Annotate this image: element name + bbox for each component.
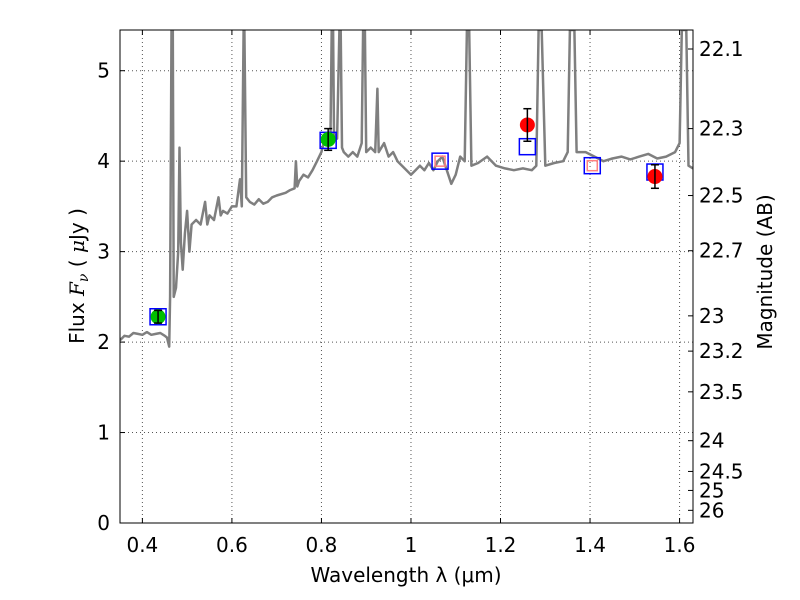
- x-tick-label: 1.4: [574, 533, 606, 557]
- y-tick-label: 4: [97, 149, 110, 173]
- y-label-mu: μ: [65, 240, 89, 253]
- y-tick-label: 1: [97, 421, 110, 445]
- x-tick-label: 0.4: [126, 533, 158, 557]
- y-label-open: (: [65, 253, 89, 274]
- tick-labels: 0.4 0.6 0.8 1 1.2 1.4 1.601234522.122.322.522.…: [97, 37, 743, 557]
- model-blue-marker: [149, 308, 167, 326]
- mag-tick-label: 24.5: [699, 459, 744, 483]
- spectrum-line: [120, 30, 693, 348]
- y-label-prefix: Flux: [65, 296, 89, 344]
- mag-tick-label: 23.2: [699, 339, 744, 363]
- x-tick-label: 1: [405, 533, 418, 557]
- y-label-sub: ν: [76, 273, 92, 282]
- mag-tick-label: 25: [699, 478, 724, 502]
- mag-tick-label: 22.1: [699, 37, 744, 61]
- x-tick-label: 0.8: [306, 533, 338, 557]
- tick-marks: [120, 30, 693, 524]
- y-tick-label: 0: [97, 511, 110, 535]
- x-axis-label: Wavelength λ (μm): [310, 563, 501, 587]
- mag-tick-label: 26: [699, 498, 724, 522]
- y-tick-label: 3: [97, 240, 110, 264]
- y-axis-label-right: Magnitude (AB): [753, 194, 777, 349]
- model-pink-marker: [586, 159, 599, 172]
- spectrum-layer: [120, 30, 693, 348]
- mag-tick-label: 22.7: [699, 239, 744, 263]
- plot-frame: [119, 29, 694, 524]
- x-tick-label: 0.6: [216, 533, 248, 557]
- model-pink-marker: [434, 155, 446, 167]
- model-blue-marker: [583, 156, 602, 175]
- grid-lines: [120, 30, 693, 523]
- x-tick-label: 1.2: [485, 533, 517, 557]
- mag-tick-label: 23: [699, 304, 724, 328]
- mag-tick-label: 23.5: [699, 380, 744, 404]
- mag-tick-label: 24: [699, 429, 724, 453]
- mag-tick-label: 22.5: [699, 184, 744, 208]
- y-label-var: F: [65, 281, 89, 297]
- y-tick-label: 5: [97, 59, 110, 83]
- mag-tick-label: 22.3: [699, 117, 744, 141]
- model-blue-marker: [431, 152, 449, 170]
- y-tick-label: 2: [97, 330, 110, 354]
- y-label-unit: Jy ): [65, 208, 89, 242]
- marker-layer: [149, 107, 664, 326]
- x-tick-label: 1.6: [664, 533, 696, 557]
- y-axis-label-left: Flux Fν ( μJy ): [65, 208, 92, 344]
